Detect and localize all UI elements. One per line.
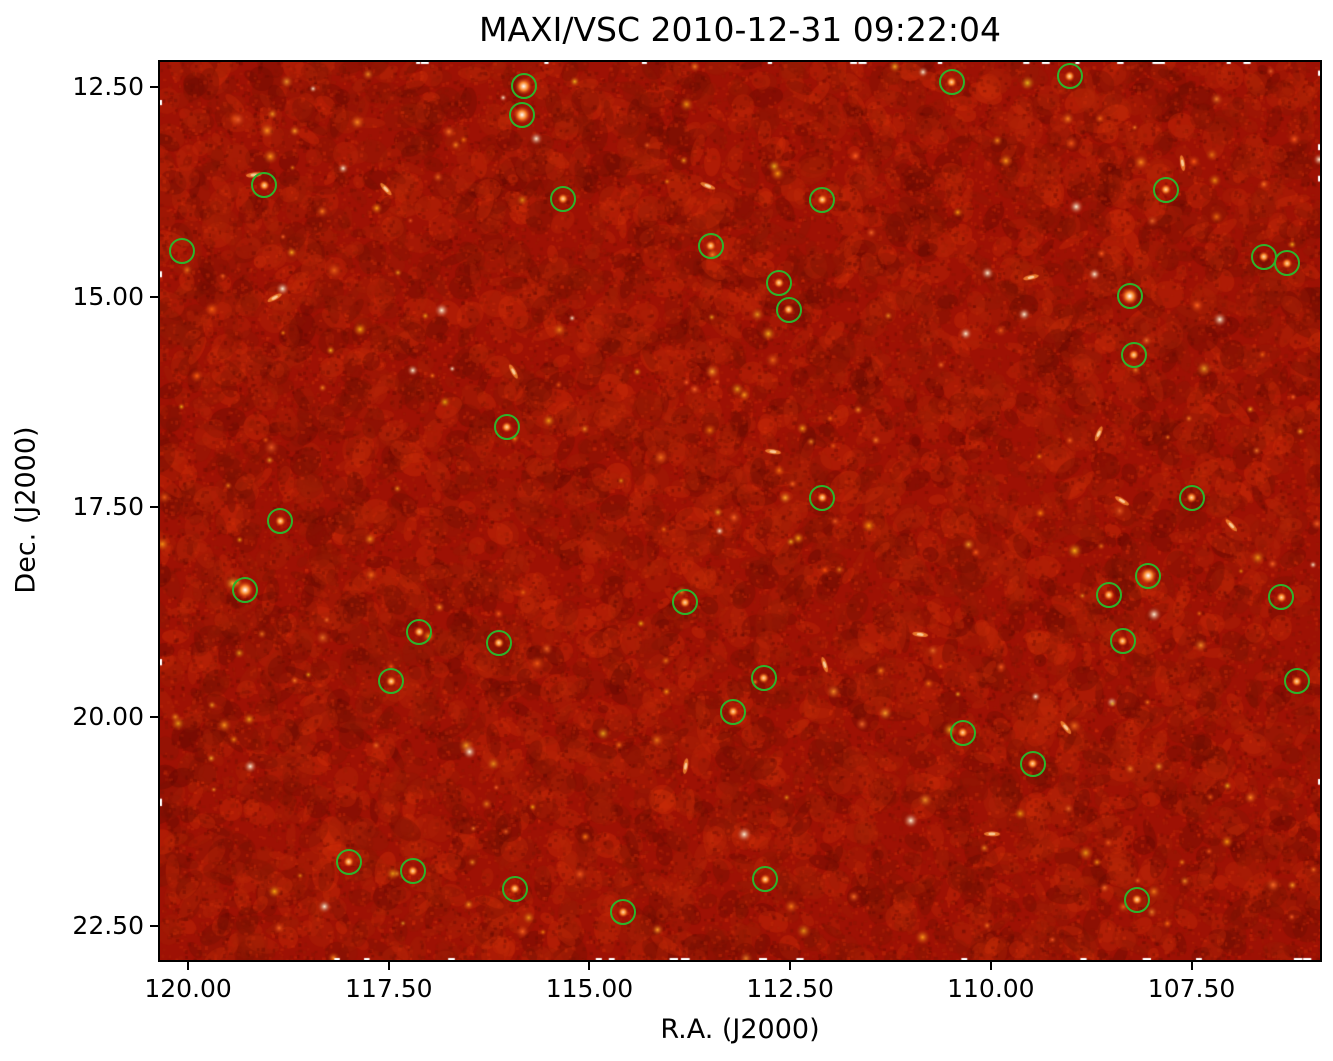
source-marker [1268, 584, 1295, 611]
source-marker [1178, 484, 1205, 511]
source-marker [1283, 668, 1310, 695]
source-marker [775, 296, 802, 323]
x-tick-label: 107.50 [1147, 974, 1236, 1003]
source-marker [549, 185, 576, 212]
source-marker [378, 668, 405, 695]
y-tick-mark [150, 925, 158, 928]
source-marker [406, 618, 433, 645]
x-tick-label: 117.50 [345, 974, 433, 1003]
source-marker [399, 858, 426, 885]
x-axis-label: R.A. (J2000) [660, 1014, 820, 1045]
x-tick-mark [1190, 962, 1193, 970]
source-marker [752, 866, 779, 893]
source-marker [938, 69, 965, 96]
source-marker [1056, 63, 1083, 90]
y-tick-mark [150, 86, 158, 89]
source-marker [949, 719, 976, 746]
source-marker [809, 186, 836, 213]
y-tick-mark [150, 505, 158, 508]
sky-image [160, 62, 1320, 960]
source-marker [1109, 628, 1136, 655]
source-marker [485, 629, 512, 656]
y-axis-label: Dec. (J2000) [10, 426, 42, 594]
chart-title: MAXI/VSC 2010-12-31 09:22:04 [478, 10, 1002, 49]
plot-area [158, 60, 1322, 962]
y-tick-label: 20.00 [72, 701, 144, 731]
source-marker [1116, 283, 1143, 310]
source-marker [1250, 243, 1277, 270]
source-marker [610, 899, 637, 926]
x-tick-mark [789, 962, 792, 970]
source-marker [1095, 581, 1122, 608]
x-tick-label: 120.00 [144, 974, 232, 1003]
source-marker [251, 172, 278, 199]
source-marker [1152, 176, 1179, 203]
source-marker [1274, 250, 1301, 277]
x-tick-mark [387, 962, 390, 970]
source-marker [267, 508, 294, 535]
x-tick-label: 110.00 [947, 974, 1035, 1003]
source-marker [1019, 750, 1046, 777]
source-marker [509, 101, 536, 128]
x-tick-mark [187, 962, 190, 970]
source-marker [809, 484, 836, 511]
source-marker [697, 232, 724, 259]
y-tick-label: 12.50 [72, 72, 144, 102]
y-tick-label: 17.50 [72, 491, 144, 521]
x-tick-label: 112.50 [746, 974, 834, 1003]
source-markers-layer [160, 62, 1320, 960]
source-marker [720, 698, 747, 725]
y-tick-mark [150, 295, 158, 298]
x-tick-label: 115.00 [545, 974, 634, 1003]
x-tick-mark [989, 962, 992, 970]
source-marker [232, 576, 259, 603]
source-marker [1120, 341, 1147, 368]
source-marker [335, 848, 362, 875]
source-marker [501, 875, 528, 902]
y-tick-label: 22.50 [72, 911, 144, 941]
source-marker [765, 269, 792, 296]
source-marker [510, 73, 537, 100]
source-marker [169, 237, 196, 264]
source-marker [750, 665, 777, 691]
x-tick-mark [588, 962, 591, 970]
source-marker [672, 589, 698, 616]
source-marker [1123, 886, 1150, 913]
source-marker [1135, 562, 1162, 589]
y-tick-label: 15.00 [72, 281, 144, 311]
source-marker [493, 414, 520, 441]
y-tick-mark [150, 715, 158, 718]
